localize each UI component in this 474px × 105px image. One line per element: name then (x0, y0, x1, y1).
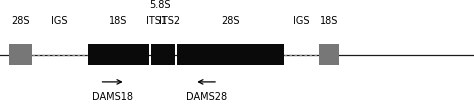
Text: IGS: IGS (293, 16, 310, 26)
Bar (9, 44, 32, 65)
Text: 28S: 28S (11, 16, 30, 26)
Text: 28S: 28S (221, 16, 240, 26)
Text: 18S: 18S (109, 16, 128, 26)
Bar (177, 44, 284, 65)
Text: ITS2: ITS2 (159, 16, 180, 26)
Bar (164, 44, 175, 65)
Text: DAMS18: DAMS18 (92, 92, 133, 102)
Bar (319, 44, 339, 65)
Text: 18S: 18S (320, 16, 338, 26)
Bar (156, 44, 164, 65)
Bar (88, 44, 149, 65)
Text: 5.8S: 5.8S (149, 0, 171, 10)
Text: DAMS28: DAMS28 (186, 92, 227, 102)
Text: ITS1: ITS1 (146, 16, 167, 26)
Bar (151, 44, 162, 65)
Text: IGS: IGS (52, 16, 68, 26)
